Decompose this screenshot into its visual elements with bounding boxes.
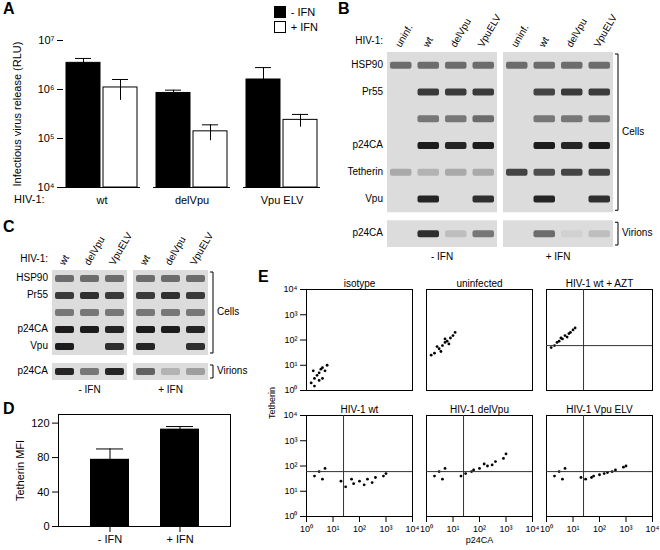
- svg-text:VpuELV: VpuELV: [188, 230, 216, 267]
- svg-text:10⁰: 10⁰: [284, 385, 297, 395]
- svg-text:10³: 10³: [499, 524, 512, 534]
- svg-text:Virions: Virions: [217, 365, 247, 376]
- svg-text:10⁴: 10⁴: [284, 410, 298, 420]
- svg-text:10²: 10²: [473, 524, 486, 534]
- svg-text:Vpu: Vpu: [30, 340, 48, 351]
- svg-text:delVpu: delVpu: [175, 194, 209, 206]
- svg-text:delVpu: delVpu: [564, 17, 589, 49]
- svg-text:10²: 10²: [284, 461, 297, 471]
- svg-text:uninf.: uninf.: [509, 22, 531, 49]
- svg-text:10²: 10²: [284, 335, 297, 345]
- svg-text:HIV-1 Vpu ELV: HIV-1 Vpu ELV: [566, 404, 633, 415]
- svg-text:10⁴: 10⁴: [38, 181, 55, 193]
- svg-text:delVpu: delVpu: [163, 235, 188, 267]
- svg-text:120: 120: [31, 417, 49, 429]
- svg-text:Vpu: Vpu: [365, 193, 383, 204]
- html-text:C: C: [3, 218, 15, 235]
- html-text:- IFN: - IFN: [290, 6, 316, 18]
- svg-text:10⁴: 10⁴: [284, 284, 298, 294]
- svg-text:10¹: 10¹: [326, 524, 339, 534]
- svg-text:10⁷: 10⁷: [38, 34, 54, 46]
- svg-text:HIV-1 wt + AZT: HIV-1 wt + AZT: [566, 278, 634, 289]
- svg-text:HIV-1:: HIV-1:: [20, 253, 48, 264]
- svg-text:p24CA: p24CA: [17, 323, 48, 334]
- svg-text:p24CA: p24CA: [352, 139, 383, 150]
- svg-text:80: 80: [37, 451, 49, 463]
- svg-text:40: 40: [37, 486, 49, 498]
- svg-text:10⁰: 10⁰: [420, 524, 433, 534]
- svg-text:Tetherin: Tetherin: [267, 387, 277, 419]
- svg-text:+ IFN: + IFN: [166, 533, 193, 545]
- svg-text:wt: wt: [420, 35, 435, 50]
- svg-text:10¹: 10¹: [284, 486, 297, 496]
- svg-text:VpuELV: VpuELV: [475, 12, 503, 49]
- svg-text:10²: 10²: [353, 524, 366, 534]
- svg-text:Tetherin MFI: Tetherin MFI: [14, 440, 26, 501]
- svg-text:10¹: 10¹: [566, 524, 579, 534]
- svg-text:10¹: 10¹: [284, 360, 297, 370]
- svg-text:HIV-1:: HIV-1:: [355, 35, 383, 46]
- svg-text:wt: wt: [536, 35, 551, 50]
- svg-text:10³: 10³: [619, 524, 632, 534]
- svg-text:HIV-1 wt: HIV-1 wt: [341, 404, 379, 415]
- svg-text:delVpu: delVpu: [448, 17, 473, 49]
- svg-text:10²: 10²: [593, 524, 606, 534]
- svg-text:Pr55: Pr55: [27, 289, 49, 300]
- html-text:D: D: [3, 400, 15, 417]
- svg-text:10⁰: 10⁰: [284, 511, 297, 521]
- svg-text:10³: 10³: [284, 310, 297, 320]
- svg-text:HIV-1 delVpu: HIV-1 delVpu: [450, 404, 509, 415]
- svg-text:HSP90: HSP90: [16, 272, 48, 283]
- svg-text:10³: 10³: [284, 436, 297, 446]
- svg-text:VpuELV: VpuELV: [591, 12, 619, 49]
- svg-text:10⁴: 10⁴: [406, 524, 420, 534]
- svg-text:Cells: Cells: [217, 306, 239, 317]
- html-text:+ IFN: + IFN: [290, 21, 318, 33]
- svg-text:isotype: isotype: [344, 278, 376, 289]
- svg-text:- IFN: - IFN: [98, 533, 122, 545]
- svg-text:Infectious virus release (RLU): Infectious virus release (RLU): [11, 42, 23, 187]
- svg-text:- IFN: - IFN: [78, 384, 100, 395]
- svg-text:delVpu: delVpu: [82, 235, 107, 267]
- svg-text:10¹: 10¹: [446, 524, 459, 534]
- svg-text:uninf.: uninf.: [393, 22, 415, 49]
- html-text:HIV-1:: HIV-1:: [14, 193, 45, 205]
- svg-text:0: 0: [43, 520, 49, 532]
- svg-text:VpuELV: VpuELV: [107, 230, 135, 267]
- svg-text:p24CA: p24CA: [352, 227, 383, 238]
- svg-text:Vpu ELV: Vpu ELV: [261, 194, 304, 206]
- svg-text:HSP90: HSP90: [351, 59, 383, 70]
- svg-text:uninfected: uninfected: [456, 278, 502, 289]
- svg-text:wt: wt: [96, 194, 108, 206]
- svg-text:10³: 10³: [379, 524, 392, 534]
- svg-text:10⁴: 10⁴: [646, 524, 660, 534]
- svg-text:+ IFN: + IFN: [546, 251, 571, 262]
- svg-text:- IFN: - IFN: [431, 251, 453, 262]
- svg-text:p24CA: p24CA: [17, 365, 48, 376]
- svg-text:wt: wt: [137, 253, 152, 268]
- html-text:E: E: [258, 268, 269, 285]
- html-text:B: B: [338, 0, 350, 17]
- svg-text:wt: wt: [56, 253, 71, 268]
- svg-text:10⁴: 10⁴: [526, 524, 540, 534]
- svg-text:p24CA: p24CA: [466, 535, 494, 545]
- html-text:A: A: [3, 0, 15, 17]
- svg-text:+ IFN: + IFN: [158, 384, 183, 395]
- svg-text:10⁶: 10⁶: [38, 83, 55, 95]
- svg-text:Cells: Cells: [622, 126, 644, 137]
- svg-text:10⁰: 10⁰: [300, 524, 313, 534]
- svg-text:Tetherin: Tetherin: [347, 166, 383, 177]
- svg-text:Virions: Virions: [622, 227, 652, 238]
- svg-text:10⁵: 10⁵: [38, 132, 55, 144]
- svg-text:10⁰: 10⁰: [540, 524, 553, 534]
- svg-text:Pr55: Pr55: [362, 86, 384, 97]
